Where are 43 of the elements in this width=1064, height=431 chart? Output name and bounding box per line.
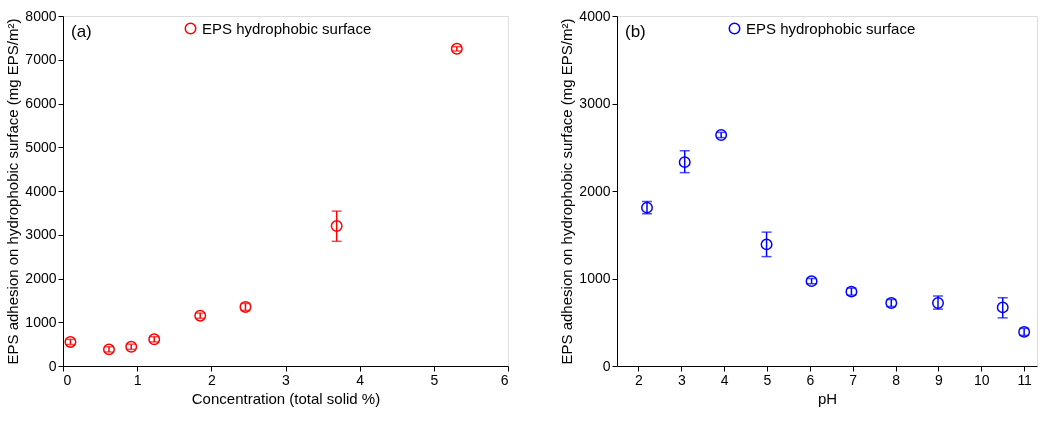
x-tick-label: 6 bbox=[500, 371, 509, 388]
legend-label: EPS hydrophobic surface bbox=[202, 19, 372, 37]
y-tick-label: 1000 bbox=[579, 270, 611, 286]
x-tick-label: 4 bbox=[720, 371, 729, 388]
y-tick-label: 5000 bbox=[25, 138, 57, 155]
y-tick-label: 7000 bbox=[25, 51, 57, 68]
y-tick-label: 0 bbox=[48, 357, 57, 374]
annotation: (a) bbox=[71, 22, 92, 41]
x-tick-label: 10 bbox=[974, 371, 990, 388]
point bbox=[996, 301, 1009, 314]
y-tick-label: 3000 bbox=[579, 95, 611, 111]
x-tick-label: 0 bbox=[63, 371, 72, 388]
y-axis-title: EPS adhesion on hydrophobic surface (mg EPS/m²) bbox=[4, 18, 22, 365]
y-tick-label: 4000 bbox=[579, 7, 611, 24]
x-tick-label: 6 bbox=[806, 371, 815, 388]
x-tick-label: 5 bbox=[430, 371, 439, 388]
y-tick-label: 2000 bbox=[25, 270, 57, 286]
y-tick-label: 2000 bbox=[579, 182, 611, 199]
legend-label: EPS hydrophobic surface bbox=[746, 19, 916, 37]
x-tick-label: 4 bbox=[356, 371, 365, 388]
y-axis-title: EPS adhesion on hydrophobic surface (mg EPS/m²) bbox=[558, 18, 576, 365]
y-tick-label: 8000 bbox=[25, 7, 57, 24]
annotation: (b) bbox=[625, 22, 646, 41]
x-axis-title: Concentration (total solid %) bbox=[191, 389, 381, 407]
x-axis-title: pH bbox=[817, 389, 838, 407]
y-tick-label: 0 bbox=[602, 357, 611, 374]
x-tick-label: 2 bbox=[207, 371, 216, 388]
point bbox=[678, 156, 691, 169]
x-tick-label: 3 bbox=[282, 371, 291, 388]
y-tick-label: 3000 bbox=[25, 226, 57, 243]
point bbox=[330, 220, 343, 232]
y-tick-label: 6000 bbox=[25, 95, 57, 111]
x-tick-label: 9 bbox=[935, 371, 944, 388]
y-tick-label: 4000 bbox=[25, 182, 57, 199]
x-tick-label: 11 bbox=[1017, 371, 1033, 388]
x-tick-label: 5 bbox=[763, 371, 772, 388]
x-tick-label: 2 bbox=[635, 371, 644, 388]
point bbox=[760, 238, 773, 251]
x-tick-label: 7 bbox=[849, 371, 858, 388]
x-tick-label: 1 bbox=[133, 371, 142, 388]
x-tick-label: 8 bbox=[892, 371, 901, 388]
x-tick-label: 3 bbox=[677, 371, 686, 388]
y-tick-label: 1000 bbox=[25, 313, 57, 330]
